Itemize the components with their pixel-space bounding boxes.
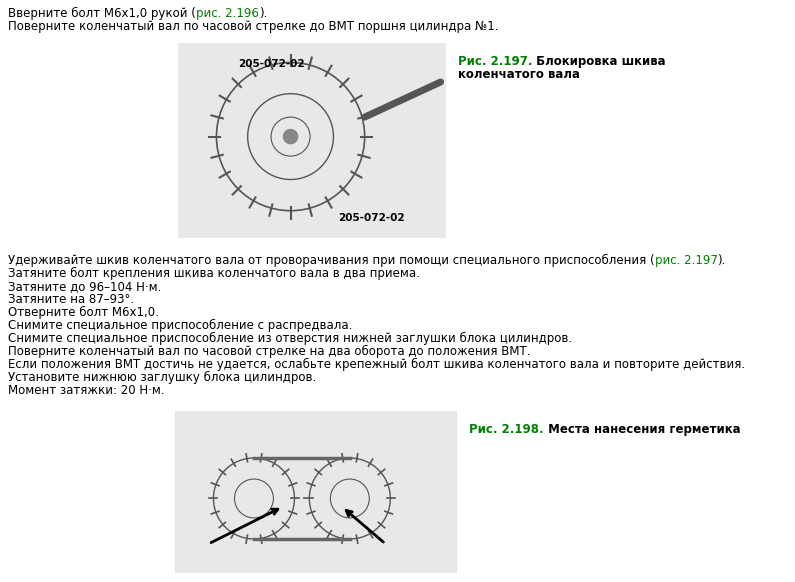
- Text: Вверните болт М6х1,0 рукой (: Вверните болт М6х1,0 рукой (: [8, 7, 196, 20]
- Text: Если положения ВМТ достичь не удается, ослабьте крепежный болт шкива коленчатого: Если положения ВМТ достичь не удается, о…: [8, 358, 745, 371]
- Bar: [178, 43, 446, 238]
- Text: Места нанесения герметика: Места нанесения герметика: [544, 423, 740, 436]
- Text: Установите нижнюю заглушку блока цилиндров.: Установите нижнюю заглушку блока цилиндр…: [8, 371, 316, 384]
- Text: рис. 2.196: рис. 2.196: [196, 7, 258, 20]
- Text: рис. 2.197: рис. 2.197: [654, 254, 718, 267]
- Text: Снимите специальное приспособление с распредвала.: Снимите специальное приспособление с рас…: [8, 319, 352, 332]
- Text: Затяните болт крепления шкива коленчатого вала в два приема.: Затяните болт крепления шкива коленчатог…: [8, 267, 420, 280]
- Text: ).: ).: [718, 254, 726, 267]
- Text: Отверните болт М6х1,0.: Отверните болт М6х1,0.: [8, 306, 159, 319]
- Bar: [175, 411, 457, 573]
- Text: Затяните до 96–104 Н·м.: Затяните до 96–104 Н·м.: [8, 280, 161, 293]
- Text: Момент затяжки: 20 Н·м.: Момент затяжки: 20 Н·м.: [8, 384, 165, 397]
- Text: ).: ).: [258, 7, 267, 20]
- Text: Рис. 2.197.: Рис. 2.197.: [458, 55, 533, 68]
- Text: Блокировка шкива: Блокировка шкива: [533, 55, 666, 68]
- Text: Рис. 2.198.: Рис. 2.198.: [469, 423, 544, 436]
- Circle shape: [283, 129, 298, 144]
- Text: Удерживайте шкив коленчатого вала от проворачивания при помощи специального прис: Удерживайте шкив коленчатого вала от про…: [8, 254, 654, 267]
- Text: 205-072-02: 205-072-02: [238, 59, 305, 69]
- Text: коленчатого вала: коленчатого вала: [458, 68, 580, 81]
- Text: Затяните на 87–93°.: Затяните на 87–93°.: [8, 293, 134, 306]
- Text: Поверните коленчатый вал по часовой стрелке до ВМТ поршня цилиндра №1.: Поверните коленчатый вал по часовой стре…: [8, 20, 498, 33]
- Text: Поверните коленчатый вал по часовой стрелке на два оборота до положения ВМТ.: Поверните коленчатый вал по часовой стре…: [8, 345, 530, 358]
- Text: 205-072-02: 205-072-02: [338, 212, 405, 223]
- Text: Снимите специальное приспособление из отверстия нижней заглушки блока цилиндров.: Снимите специальное приспособление из от…: [8, 332, 572, 345]
